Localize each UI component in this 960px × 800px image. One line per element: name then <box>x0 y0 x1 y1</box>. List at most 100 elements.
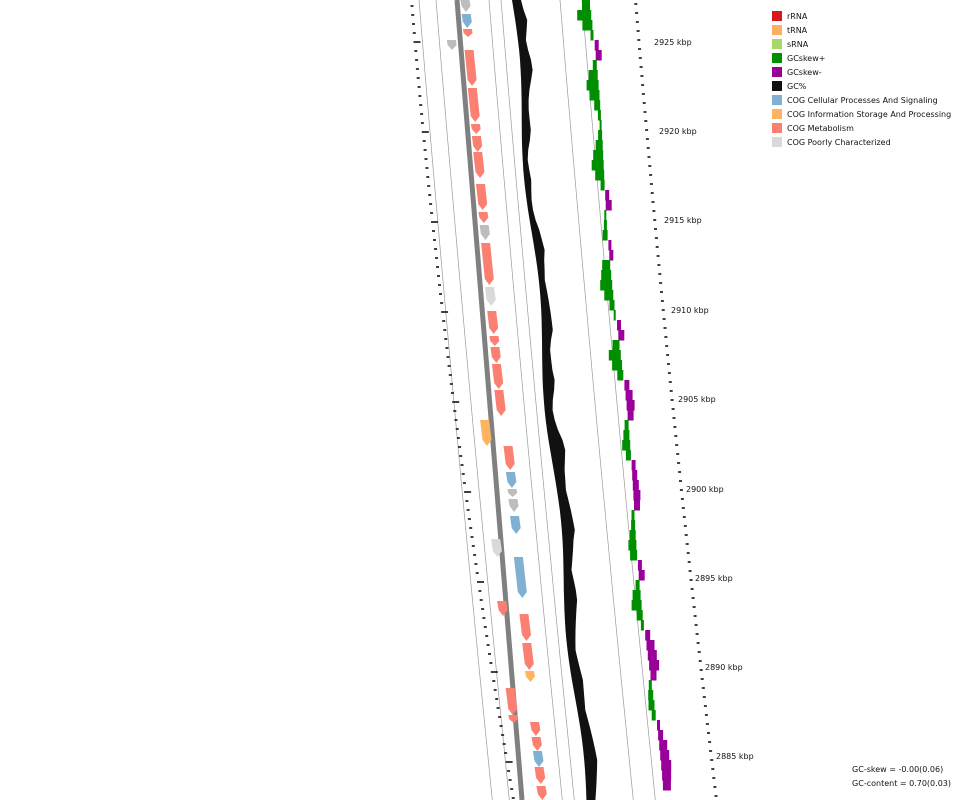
gc-skew-positive <box>630 550 638 561</box>
gene-poor <box>491 539 502 557</box>
gc-skew-positive <box>648 690 654 701</box>
gene-cellular <box>510 516 521 534</box>
gc-skew-positive <box>648 700 655 711</box>
track-guide-line <box>581 0 656 800</box>
legend-swatch <box>772 95 782 105</box>
gc-skew-negative <box>608 240 612 251</box>
axis-label: 2925 kbp <box>654 38 692 47</box>
gene-metabolism <box>487 311 499 334</box>
legend-swatch <box>772 25 782 35</box>
gc-skew-negative <box>594 40 599 51</box>
gc-skew-positive <box>594 100 601 111</box>
legend-swatch <box>772 11 782 21</box>
gc-skew-positive <box>640 620 644 631</box>
gc-skew-negative <box>605 190 610 201</box>
gc-skew-negative <box>617 320 621 331</box>
gene-metabolism <box>489 336 500 346</box>
gc-skew-positive <box>603 220 607 231</box>
gene-features <box>446 0 547 800</box>
gc-skew-positive <box>595 170 605 181</box>
gc-skew-positive <box>631 600 642 611</box>
legend: rRNA tRNA sRNA GCskew+ GCskew- GC% COG Cellula… <box>772 9 951 149</box>
legend-swatch <box>772 109 782 119</box>
legend-item: COG Cellular Processes And Signaling <box>772 93 951 107</box>
gc-skew-negative <box>649 660 660 671</box>
gc-skew-positive <box>631 520 636 531</box>
gc-skew-negative <box>662 770 672 781</box>
gc-skew-positive <box>622 440 631 451</box>
gc-skew-negative <box>595 50 602 61</box>
gc-skew-positive <box>612 340 620 351</box>
gc-skew-positive <box>593 150 604 161</box>
gene-metabolism <box>491 364 504 389</box>
gc-skew-positive <box>628 540 637 551</box>
gc-skew-positive <box>648 680 652 691</box>
gene-metabolism <box>530 722 541 736</box>
gc-skew-positive <box>595 140 603 151</box>
gene-metabolism <box>473 152 485 178</box>
gene-metabolism <box>471 136 483 152</box>
genome-backbone <box>454 0 525 800</box>
legend-label: GC% <box>787 81 807 91</box>
gc-skew-negative <box>605 200 612 211</box>
legend-item: tRNA <box>772 23 951 37</box>
legend-item: GCskew+ <box>772 51 951 65</box>
axis-label: 2915 kbp <box>664 216 702 225</box>
gc-skew-positive <box>629 530 636 541</box>
gc-skew-negative <box>632 470 638 481</box>
gc-skew-negative <box>631 460 636 471</box>
legend-swatch <box>772 123 782 133</box>
legend-swatch <box>772 39 782 49</box>
gc-skew-positive <box>582 0 590 11</box>
track-guide-line <box>435 0 510 800</box>
gene-info <box>480 420 492 446</box>
legend-item: sRNA <box>772 37 951 51</box>
legend-swatch <box>772 81 782 91</box>
gc-skew-positive <box>625 450 631 461</box>
gene-cellular <box>513 557 527 598</box>
legend-swatch <box>772 137 782 147</box>
gene-metabolism <box>464 50 477 86</box>
gene-poor <box>485 287 496 306</box>
gc-skew-positive <box>588 70 598 81</box>
gene-metabolism <box>522 643 534 670</box>
gene-metabolism <box>497 601 508 616</box>
gene-metabolism <box>494 390 506 416</box>
gc-skew-positive <box>599 120 602 131</box>
gc-skew-positive <box>601 270 612 281</box>
legend-label: tRNA <box>787 25 808 35</box>
axis-label: 2905 kbp <box>678 395 716 404</box>
gc-skew-negative <box>650 670 657 681</box>
legend-label: COG Cellular Processes And Signaling <box>787 95 938 105</box>
gene-metabolism <box>476 184 488 210</box>
gc-skew-positive <box>590 30 594 41</box>
gc-skew-positive <box>632 590 641 601</box>
legend-item: GC% <box>772 79 951 93</box>
gc-skew-positive <box>602 230 608 241</box>
gc-skew-positive <box>602 260 611 271</box>
gene-cellular <box>461 14 472 28</box>
position-axis-ticks <box>410 3 718 799</box>
gc-skew-negative <box>645 630 651 641</box>
gc-skew-negative <box>658 730 664 741</box>
axis-label: 2885 kbp <box>716 752 754 761</box>
gc-skew-negative <box>626 400 635 411</box>
gc-skew-positive <box>609 300 615 311</box>
axis-label: 2900 kbp <box>686 485 724 494</box>
gc-skew-negative <box>662 780 671 791</box>
gene-metabolism <box>536 786 547 800</box>
gene-metabolism <box>470 124 481 134</box>
axis-label: 2890 kbp <box>705 663 743 672</box>
legend-label: GCskew+ <box>787 53 826 63</box>
gene-cellular <box>505 472 517 488</box>
axis-label: 2910 kbp <box>671 306 709 315</box>
gene-uncharacterized <box>446 40 457 50</box>
gc-skew-negative <box>618 330 625 341</box>
track-guide-line <box>418 0 493 800</box>
legend-item: GCskew- <box>772 65 951 79</box>
gene-info <box>524 671 535 682</box>
legend-label: sRNA <box>787 39 809 49</box>
gc-skew-negative <box>638 570 645 581</box>
gc-skew-positive <box>592 60 597 71</box>
gc-skew-negative <box>660 750 670 761</box>
